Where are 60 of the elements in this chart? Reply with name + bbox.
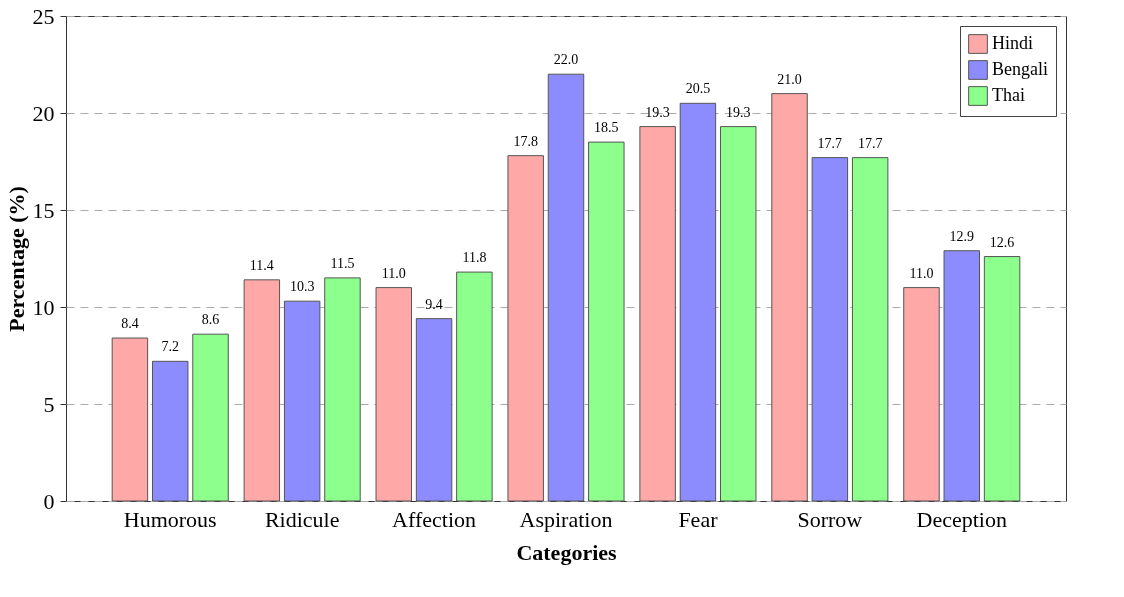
bar: [415, 318, 453, 502]
data-label: 19.3: [645, 104, 670, 120]
bar: [111, 337, 149, 502]
y-tick-label: 0: [43, 488, 55, 514]
bar: [588, 141, 625, 502]
data-label: 12.9: [949, 228, 975, 244]
data-label: 8.4: [121, 316, 139, 332]
data-label: 21.0: [777, 71, 802, 87]
data-label: 17.7: [857, 135, 883, 151]
y-tick-label: 25: [32, 3, 55, 29]
data-label: 17.7: [817, 135, 843, 151]
data-label: 18.5: [594, 120, 619, 136]
bar: [283, 300, 321, 502]
bar: [679, 102, 717, 502]
bar: [507, 155, 544, 502]
data-label: 17.8: [513, 133, 538, 149]
bar: [192, 333, 229, 502]
x-tick-label: Aspiration: [519, 506, 613, 532]
y-tick-label: 10: [32, 294, 55, 320]
data-label: 11.0: [909, 265, 934, 281]
x-tick-label: Affection: [392, 506, 477, 532]
bar: [983, 256, 1021, 502]
bar: [851, 157, 889, 502]
bar: [771, 93, 808, 502]
bar: [547, 73, 585, 502]
bar: [456, 271, 493, 502]
data-label: 11.8: [462, 250, 487, 266]
data-label: 19.3: [725, 104, 751, 120]
y-tick-label: 5: [43, 391, 55, 417]
legend-label: Thai: [992, 85, 1025, 105]
data-label: 20.5: [685, 81, 711, 97]
bar: [943, 250, 981, 502]
bar: [243, 279, 281, 502]
data-label: 8.6: [201, 312, 220, 328]
bar: [720, 126, 757, 502]
x-tick-label: Humorous: [123, 506, 217, 532]
bar: [375, 287, 412, 502]
y-axis-title: Percentage (%): [3, 186, 29, 332]
y-tick-label: 20: [32, 100, 55, 126]
x-tick-label: Ridicule: [264, 506, 340, 532]
data-label: 9.4: [425, 296, 443, 312]
y-tick-label: 15: [32, 197, 55, 223]
bar: [151, 360, 189, 502]
bar: [639, 126, 676, 502]
bar: [811, 157, 849, 502]
legend-label: Hindi: [992, 33, 1034, 53]
x-tick-label: Sorrow: [797, 506, 863, 532]
data-label: 11.4: [249, 257, 274, 273]
legend-label: Bengali: [992, 59, 1048, 79]
data-label: 10.3: [289, 279, 315, 295]
data-label: 7.2: [161, 339, 179, 355]
data-label: 11.0: [381, 265, 406, 281]
data-label: 12.6: [989, 234, 1015, 250]
x-axis-title: Categories: [516, 539, 618, 565]
x-tick-label: Deception: [916, 506, 1007, 532]
x-tick-label: Fear: [678, 506, 719, 532]
bar: [324, 277, 361, 502]
bar: [903, 287, 940, 502]
data-label: 22.0: [553, 52, 579, 68]
data-label: 11.5: [330, 255, 355, 271]
